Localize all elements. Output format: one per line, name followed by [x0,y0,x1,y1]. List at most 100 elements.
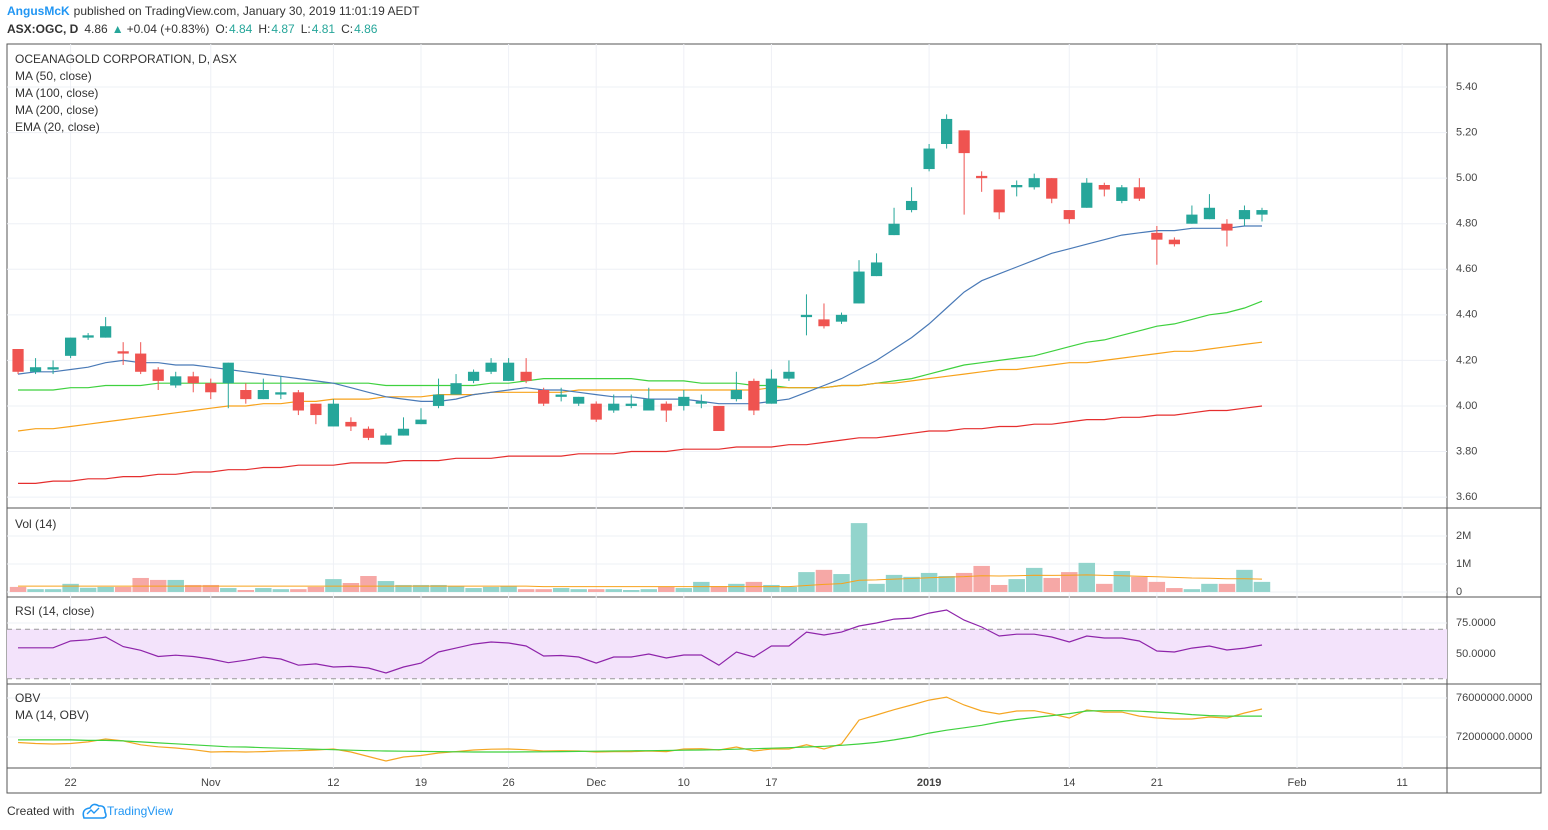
candle-body [590,403,602,420]
quote-value: 4.86 [354,22,378,36]
volume-bar [517,589,535,592]
legend-entry: MA (100, close) [15,86,98,100]
candle-body [818,319,830,327]
y-tick-label: 1M [1456,558,1471,570]
volume-bar [1078,562,1096,592]
volume-bar [360,576,377,592]
candle-body [941,118,953,144]
y-tick-label: 2M [1456,530,1471,542]
quote-label: C: [341,22,353,36]
candle-body [1011,184,1023,188]
volume-bar [325,579,342,592]
indicator-line [18,710,1262,753]
quote-label: H: [258,22,270,36]
volume-bar [237,590,255,592]
candle-body [310,403,322,416]
candle-body [678,396,690,406]
candle-body [695,401,707,404]
candle-body [800,314,813,318]
candle-body [503,362,515,381]
y-tick-label: 5.20 [1456,127,1477,139]
volume-bar [27,589,44,592]
candle-body [888,223,900,236]
volume-bar [62,583,79,592]
x-tick-label: 14 [1063,777,1075,789]
x-tick-label: 21 [1151,777,1163,789]
x-tick-label: 26 [502,777,514,789]
volume-bar [430,584,447,592]
candle-body [730,390,742,400]
x-tick-label: 22 [64,777,76,789]
candle-body [222,362,234,384]
volume-bar [1025,567,1043,592]
y-tick-label: 50.0000 [1456,648,1496,660]
volume-bar [202,584,219,592]
volume-bar [1183,589,1201,592]
chart-frame [6,43,1542,794]
volume-bar [1061,572,1078,592]
volume-bar [535,589,552,592]
volume-bar [675,588,693,592]
quote-line: ASX:OGC, D 4.86 ▲ +0.04 (+0.83%) O:4.84 H:4.8… [7,22,378,36]
volume-bar [447,586,465,592]
candle-body [1028,178,1040,188]
author[interactable]: AngusMcK [7,4,70,18]
volume-bar [658,586,675,592]
volume-bar [885,574,903,592]
volume-bar [342,583,360,592]
volume-bar [97,586,114,592]
candle-body [1116,187,1128,201]
candle-body [362,428,375,438]
x-tick-label: Feb [1288,777,1307,789]
legend-entry: MA (14, OBV) [15,708,89,722]
candle-body [1238,210,1251,220]
legend-entry: RSI (14, close) [15,604,94,618]
volume-bar [44,589,62,592]
y-tick-label: 4.60 [1456,263,1477,275]
candle-body [327,403,340,427]
volume-bar [1008,579,1025,592]
volume-bar [850,523,868,592]
candle-body [538,390,550,404]
candle-body [923,148,935,170]
legend-entry: MA (50, close) [15,69,92,83]
candle-body [467,371,480,381]
indicator-line [18,405,1263,484]
candle-body [415,419,427,425]
volume-bar [920,572,938,592]
volume-bar [798,572,815,592]
volume-bar [255,588,272,592]
candle-body [1203,207,1216,220]
band-fill [7,629,1447,679]
candle-body [520,371,532,381]
volume-bar [9,586,27,592]
candle-body [1186,214,1198,224]
volume-bar [815,569,833,592]
volume-bar [132,577,149,592]
volume-bar [1166,588,1183,592]
candle-body [64,337,77,356]
volume-bar [780,586,798,592]
y-tick-label: 75.0000 [1456,617,1496,629]
footer-text: Created with [7,804,74,818]
candle-body [205,383,217,393]
last-price: 4.86 [84,22,108,36]
published: published on TradingView.com, January 30… [74,4,420,18]
candle-body [135,353,147,372]
footer-brand[interactable]: TradingView [107,804,173,818]
volume-bar [955,572,973,592]
candle-body [1168,239,1180,245]
volume-bar [79,587,97,592]
y-tick-label: 4.80 [1456,218,1477,230]
volume-bar [1148,581,1166,592]
candle-body [485,362,497,372]
x-tick-label: 12 [327,777,339,789]
candle-body [765,378,778,404]
candle-body [783,371,795,379]
candle-body [152,369,164,381]
candle-body [748,380,760,411]
candle-body [608,403,620,411]
